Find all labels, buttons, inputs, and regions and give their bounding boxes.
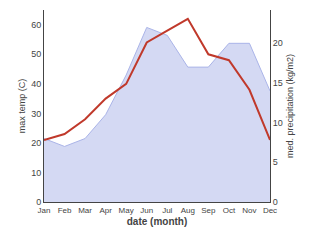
svg-text:Dec: Dec [263, 206, 277, 215]
svg-text:May: May [119, 206, 134, 215]
svg-text:Jun: Jun [140, 206, 153, 215]
svg-text:med. precipitation (kg/m2): med. precipitation (kg/m2) [285, 54, 295, 158]
svg-text:max temp (C): max temp (C) [17, 79, 27, 134]
svg-text:0: 0 [273, 197, 278, 207]
svg-text:15: 15 [273, 78, 283, 88]
svg-text:10: 10 [31, 168, 41, 178]
svg-text:20: 20 [273, 38, 283, 48]
svg-text:30: 30 [31, 109, 41, 119]
svg-text:Oct: Oct [223, 206, 236, 215]
svg-text:50: 50 [31, 49, 41, 59]
svg-text:Feb: Feb [58, 206, 72, 215]
svg-text:0: 0 [36, 197, 41, 207]
svg-text:Mar: Mar [78, 206, 92, 215]
svg-text:Aug: Aug [181, 206, 195, 215]
svg-text:date (month): date (month) [127, 216, 188, 227]
svg-text:Sep: Sep [201, 206, 216, 215]
svg-text:Jan: Jan [38, 206, 51, 215]
svg-text:40: 40 [31, 79, 41, 89]
svg-text:60: 60 [31, 20, 41, 30]
svg-text:Apr: Apr [99, 206, 112, 215]
svg-text:5: 5 [273, 157, 278, 167]
svg-text:Jul: Jul [162, 206, 172, 215]
svg-text:10: 10 [273, 118, 283, 128]
svg-text:Nov: Nov [242, 206, 256, 215]
svg-text:20: 20 [31, 138, 41, 148]
